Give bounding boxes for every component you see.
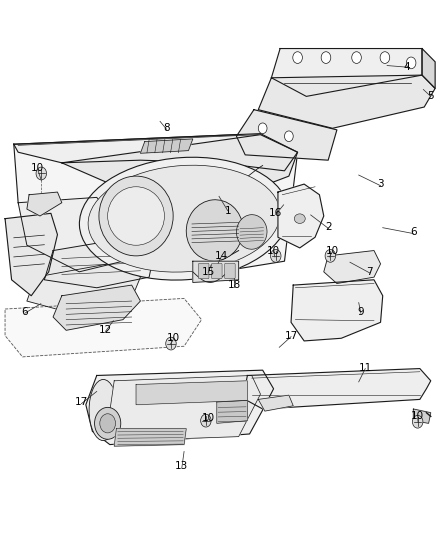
- Text: 10: 10: [267, 246, 280, 255]
- Ellipse shape: [237, 215, 267, 249]
- Polygon shape: [217, 400, 247, 423]
- Polygon shape: [5, 298, 201, 357]
- Polygon shape: [272, 49, 422, 96]
- Circle shape: [285, 131, 293, 142]
- Text: 17: 17: [75, 397, 88, 407]
- Text: 10: 10: [166, 333, 180, 343]
- Text: 18: 18: [228, 280, 241, 290]
- Polygon shape: [5, 213, 57, 296]
- Text: 10: 10: [411, 411, 424, 422]
- Text: 4: 4: [403, 62, 410, 72]
- Text: 13: 13: [175, 461, 188, 471]
- Polygon shape: [14, 134, 297, 272]
- Circle shape: [325, 249, 336, 262]
- Polygon shape: [27, 261, 141, 312]
- Polygon shape: [291, 280, 383, 341]
- Polygon shape: [422, 49, 435, 88]
- Circle shape: [100, 414, 116, 433]
- Text: 10: 10: [31, 163, 44, 173]
- Polygon shape: [136, 381, 247, 405]
- Ellipse shape: [294, 214, 305, 223]
- Polygon shape: [243, 368, 431, 409]
- Circle shape: [166, 337, 176, 350]
- Polygon shape: [278, 184, 324, 248]
- Circle shape: [413, 415, 423, 428]
- Text: 3: 3: [377, 179, 384, 189]
- Polygon shape: [258, 75, 435, 128]
- FancyBboxPatch shape: [198, 263, 209, 279]
- Ellipse shape: [79, 157, 289, 280]
- Circle shape: [406, 57, 416, 69]
- Polygon shape: [86, 370, 274, 445]
- Ellipse shape: [89, 379, 117, 441]
- Ellipse shape: [99, 176, 173, 256]
- Text: 8: 8: [163, 123, 170, 133]
- Polygon shape: [44, 237, 153, 288]
- Text: 2: 2: [325, 222, 332, 232]
- Circle shape: [36, 167, 46, 180]
- Text: 5: 5: [427, 91, 434, 101]
- Text: 16: 16: [269, 208, 283, 219]
- Text: 10: 10: [326, 246, 339, 255]
- Circle shape: [201, 414, 211, 427]
- Polygon shape: [114, 429, 186, 446]
- Polygon shape: [108, 375, 261, 441]
- Text: 10: 10: [201, 413, 215, 423]
- Text: 12: 12: [99, 325, 112, 335]
- Polygon shape: [14, 134, 297, 171]
- Polygon shape: [193, 261, 239, 282]
- Circle shape: [321, 52, 331, 63]
- Polygon shape: [413, 409, 431, 423]
- Polygon shape: [62, 135, 297, 197]
- Polygon shape: [258, 395, 293, 411]
- Text: 9: 9: [357, 306, 364, 317]
- Circle shape: [352, 52, 361, 63]
- Polygon shape: [27, 192, 62, 216]
- Text: 14: 14: [215, 251, 228, 261]
- Polygon shape: [141, 139, 193, 154]
- Ellipse shape: [186, 200, 243, 261]
- Text: 7: 7: [366, 267, 373, 277]
- Polygon shape: [324, 251, 381, 284]
- FancyBboxPatch shape: [225, 263, 235, 279]
- Text: 15: 15: [201, 267, 215, 277]
- Polygon shape: [237, 110, 337, 160]
- Ellipse shape: [88, 165, 280, 272]
- Circle shape: [258, 123, 267, 134]
- Circle shape: [271, 249, 281, 262]
- Ellipse shape: [108, 187, 164, 245]
- Polygon shape: [18, 197, 132, 272]
- Text: 6: 6: [21, 306, 28, 317]
- Circle shape: [293, 52, 302, 63]
- FancyBboxPatch shape: [212, 263, 222, 279]
- Text: 17: 17: [284, 330, 298, 341]
- Text: 11: 11: [359, 362, 372, 373]
- Polygon shape: [53, 285, 141, 330]
- Text: 6: 6: [410, 227, 417, 237]
- Text: 1: 1: [224, 206, 231, 216]
- Circle shape: [95, 407, 121, 439]
- Circle shape: [380, 52, 390, 63]
